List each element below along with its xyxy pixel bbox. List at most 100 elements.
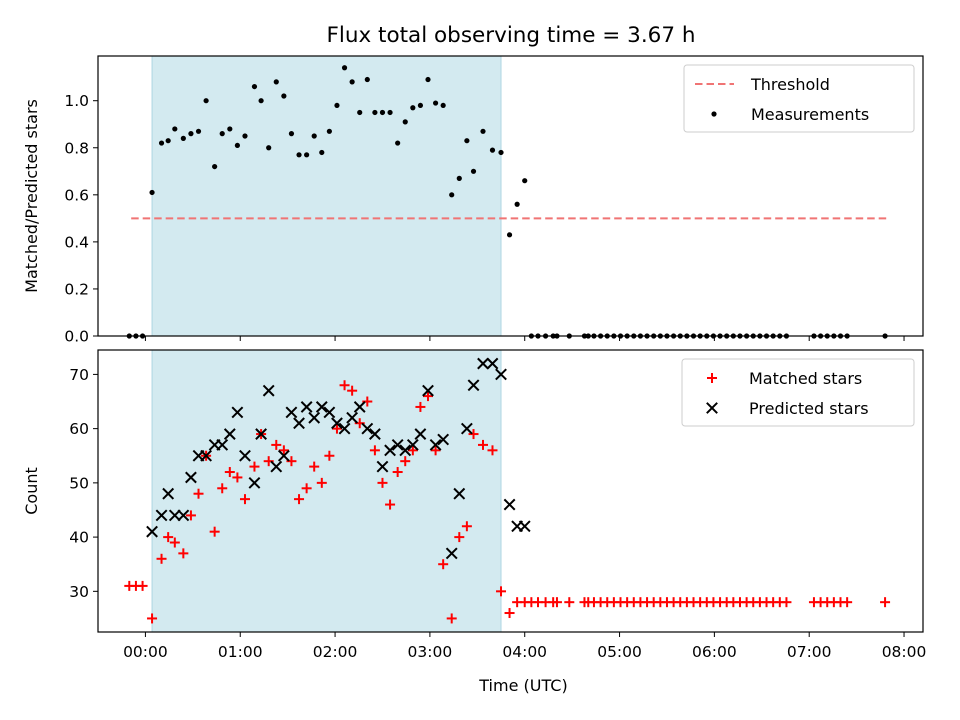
predicted-star-point bbox=[384, 444, 396, 457]
matched-star-point bbox=[446, 613, 457, 624]
predicted-star-point bbox=[200, 449, 213, 462]
count-points bbox=[124, 357, 891, 624]
legend-label: Matched stars bbox=[749, 369, 862, 388]
measurement-point bbox=[234, 142, 240, 149]
measurement-point bbox=[311, 133, 317, 139]
predicted-star-point bbox=[495, 368, 507, 381]
predicted-star-point bbox=[368, 428, 381, 440]
measurement-point bbox=[387, 109, 393, 116]
matched-star-point bbox=[156, 553, 167, 564]
matched-star-point bbox=[178, 548, 189, 559]
matched-star-point bbox=[415, 401, 426, 412]
predicted-star-point bbox=[353, 401, 366, 413]
matched-star-point bbox=[309, 461, 320, 472]
matched-star-point bbox=[249, 461, 260, 472]
legend-box bbox=[681, 358, 915, 427]
predicted-star-point bbox=[361, 422, 374, 435]
matched-star-point bbox=[278, 445, 289, 456]
legend-predicted-swatch bbox=[706, 402, 718, 414]
measurement-point bbox=[364, 76, 370, 83]
matched-star-point bbox=[185, 510, 196, 521]
matched-star-point bbox=[564, 597, 575, 608]
measurement-point bbox=[498, 149, 504, 156]
measurement-point bbox=[506, 232, 513, 238]
predicted-star-point bbox=[262, 384, 275, 397]
x-tick-label: 04:00 bbox=[502, 643, 547, 661]
measurement-point bbox=[281, 93, 287, 99]
matched-star-point bbox=[461, 521, 472, 532]
x-tick-label: 05:00 bbox=[597, 643, 642, 661]
predicted-star-point bbox=[518, 520, 531, 533]
predicted-star-point bbox=[460, 422, 473, 435]
matched-star-point bbox=[842, 597, 853, 608]
predicted-star-point bbox=[255, 428, 268, 440]
measurement-point bbox=[212, 163, 218, 170]
predicted-star-point bbox=[308, 411, 321, 424]
x-tick-label: 00:00 bbox=[123, 643, 168, 661]
measurement-point bbox=[288, 131, 295, 137]
observing-span-shade bbox=[151, 55, 502, 337]
measurement-point bbox=[480, 128, 486, 134]
matched-star-point bbox=[496, 586, 507, 597]
predicted-star-point bbox=[223, 428, 236, 440]
matched-star-point bbox=[551, 597, 562, 608]
measurement-point bbox=[158, 140, 165, 146]
matched-star-point bbox=[209, 526, 220, 537]
predicted-star-point bbox=[177, 509, 190, 522]
matched-star-point bbox=[781, 597, 792, 608]
measurement-point bbox=[357, 109, 363, 116]
matched-star-point bbox=[339, 380, 350, 391]
matched-star-point bbox=[193, 488, 204, 499]
matched-star-point bbox=[239, 494, 250, 505]
predicted-star-point bbox=[406, 438, 419, 451]
measurement-point bbox=[432, 100, 439, 106]
legend-label: Measurements bbox=[751, 105, 869, 124]
measurement-point bbox=[326, 128, 332, 134]
measurement-point bbox=[425, 76, 431, 83]
matched-star-point bbox=[316, 477, 327, 488]
measurement-point bbox=[440, 102, 446, 109]
y-tick-label: 0.0 bbox=[64, 328, 89, 346]
predicted-star-point bbox=[162, 487, 175, 500]
y-tick-label: 50 bbox=[69, 474, 89, 492]
x-tick-label: 06:00 bbox=[692, 643, 737, 661]
measurement-point bbox=[334, 102, 340, 109]
matched-star-point bbox=[377, 477, 388, 488]
predicted-star-point bbox=[331, 417, 343, 430]
legend-label: Threshold bbox=[750, 75, 830, 94]
measurement-point bbox=[242, 133, 248, 139]
measurement-point bbox=[489, 147, 496, 153]
matched-star-point bbox=[407, 445, 418, 456]
top-x-axis bbox=[144, 336, 905, 341]
predicted-star-point bbox=[216, 438, 229, 451]
measurement-point bbox=[349, 79, 355, 85]
top-panel: 0.0 0.2 0.4 0.6 0.8 1.0 Matched/Predicted sta… bbox=[22, 55, 924, 346]
measurement-point bbox=[266, 145, 272, 151]
matched-star-point bbox=[487, 445, 498, 456]
measurement-point bbox=[180, 135, 186, 141]
matched-star-point bbox=[468, 429, 479, 440]
matched-star-point bbox=[880, 597, 891, 608]
y-tick-label: 0.4 bbox=[64, 233, 89, 251]
matched-star-point bbox=[504, 608, 515, 619]
matched-star-point bbox=[430, 445, 441, 456]
y-tick-label: 0.6 bbox=[64, 186, 89, 204]
predicted-star-point bbox=[323, 406, 336, 419]
matched-star-point bbox=[478, 439, 488, 450]
measurement-point bbox=[379, 109, 386, 116]
y-tick-label: 60 bbox=[69, 420, 89, 438]
measurement-point bbox=[172, 126, 178, 132]
y-tick-label: 0.8 bbox=[64, 139, 89, 157]
predicted-star-point bbox=[338, 422, 351, 435]
chart-title: Flux total observing time = 3.67 h bbox=[327, 23, 696, 48]
predicted-star-point bbox=[315, 401, 328, 413]
measurement-point bbox=[410, 105, 416, 111]
measurement-point bbox=[188, 131, 194, 137]
measurement-point bbox=[149, 189, 155, 196]
y-tick-label: 40 bbox=[69, 529, 89, 547]
matched-star-point bbox=[169, 537, 180, 548]
bottom-x-axis: 00:00 01:00 02:00 03:00 04:00 05:00 06:00 07:00… bbox=[123, 632, 926, 661]
predicted-star-point bbox=[248, 476, 261, 489]
x-tick-label: 08:00 bbox=[882, 643, 927, 661]
bottom-legend: Matched stars Predicted stars bbox=[681, 358, 915, 427]
